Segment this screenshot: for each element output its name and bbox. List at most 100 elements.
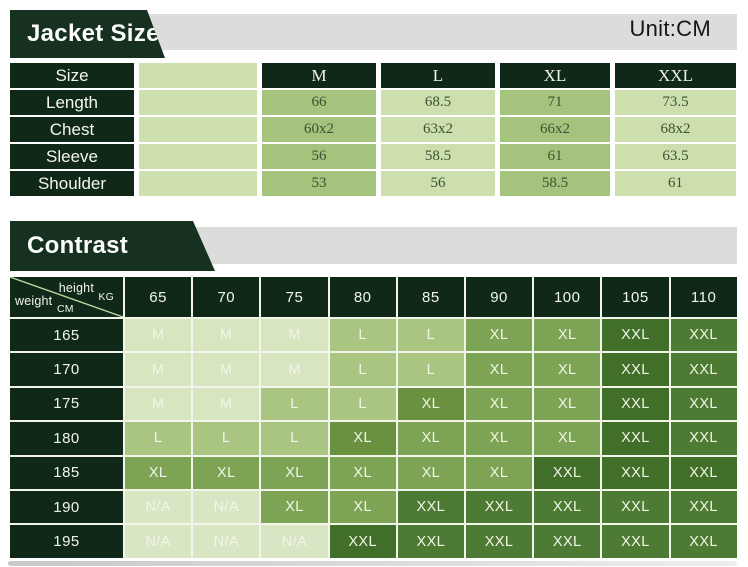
contrast-size-cell: XL (465, 319, 533, 352)
corner-cm-unit: CM (57, 303, 74, 315)
contrast-weight-header: 70 (193, 277, 260, 317)
contrast-weight-header: 110 (670, 277, 737, 317)
contrast-height-label: 175 (10, 387, 123, 421)
jacket-col-header: M (262, 63, 376, 88)
contrast-size-cell: XXL (465, 490, 533, 524)
contrast-size-cell: M (193, 387, 260, 421)
contrast-height-label: 165 (10, 319, 123, 352)
jacket-value-cell: 61 (500, 144, 610, 169)
contrast-size-cell: XL (329, 456, 396, 489)
contrast-size-cell: XL (465, 353, 533, 386)
corner-kg-unit: KG (98, 291, 114, 303)
contrast-size-cell: XXL (670, 319, 737, 352)
contrast-size-cell: XL (329, 490, 396, 524)
contrast-size-cell: XXL (602, 387, 669, 421)
contrast-size-cell: L (397, 353, 464, 386)
jacket-row-label: Shoulder (10, 171, 134, 196)
contrast-size-cell: M (125, 387, 192, 421)
contrast-size-cell: XXL (602, 319, 669, 352)
contrast-size-cell: XL (534, 319, 601, 352)
contrast-size-cell: XXL (602, 456, 669, 489)
contrast-weight-header: 75 (261, 277, 328, 317)
contrast-size-cell: L (261, 387, 328, 421)
contrast-size-cell: XXL (670, 525, 737, 558)
jacket-value-cell: 58.5 (500, 171, 610, 196)
contrast-height-label: 185 (10, 456, 123, 489)
contrast-size-cell: XXL (465, 525, 533, 558)
contrast-size-cell: XL (534, 353, 601, 386)
jacket-spacer-cell (139, 90, 257, 115)
contrast-size-cell: M (125, 319, 192, 352)
jacket-spacer-cell (139, 144, 257, 169)
contrast-size-cell: N/A (193, 525, 260, 558)
contrast-weight-header: 90 (465, 277, 533, 317)
contrast-weight-header: 105 (602, 277, 669, 317)
contrast-size-cell: L (193, 422, 260, 455)
jacket-value-cell: 68.5 (381, 90, 495, 115)
contrast-size-cell: XL (193, 456, 260, 489)
contrast-size-cell: N/A (125, 490, 192, 524)
jacket-value-cell: 58.5 (381, 144, 495, 169)
contrast-height-label: 195 (10, 525, 123, 558)
contrast-corner-cell: height KG weight CM (10, 277, 123, 317)
contrast-size-cell: XXL (397, 525, 464, 558)
contrast-size-cell: XXL (534, 490, 601, 524)
contrast-size-cell: L (329, 387, 396, 421)
contrast-size-cell: XL (329, 422, 396, 455)
contrast-size-cell: XL (397, 387, 464, 421)
jacket-value-cell: 60x2 (262, 117, 376, 142)
jacket-col-header: Size (10, 63, 134, 88)
jacket-value-cell: 53 (262, 171, 376, 196)
contrast-size-cell: XXL (397, 490, 464, 524)
jacket-title: Jacket Size (27, 20, 160, 47)
contrast-size-cell: XL (534, 422, 601, 455)
contrast-size-cell: L (261, 422, 328, 455)
jacket-value-cell: 71 (500, 90, 610, 115)
contrast-size-cell: M (261, 319, 328, 352)
contrast-size-cell: XL (125, 456, 192, 489)
jacket-size-banner: Jacket Size (10, 10, 165, 58)
contrast-size-cell: XL (534, 387, 601, 421)
contrast-size-cell: M (193, 319, 260, 352)
jacket-col-header: XXL (615, 63, 736, 88)
contrast-size-cell: L (125, 422, 192, 455)
jacket-value-cell: 63x2 (381, 117, 495, 142)
contrast-size-cell: XL (465, 456, 533, 489)
jacket-value-cell: 66x2 (500, 117, 610, 142)
jacket-row-label: Length (10, 90, 134, 115)
contrast-size-cell: N/A (125, 525, 192, 558)
jacket-spacer-cell (139, 63, 257, 88)
jacket-row-label: Sleeve (10, 144, 134, 169)
contrast-size-cell: M (125, 353, 192, 386)
contrast-size-cell: XL (261, 490, 328, 524)
contrast-size-cell: L (329, 353, 396, 386)
contrast-size-cell: XXL (670, 387, 737, 421)
contrast-size-cell: XXL (602, 490, 669, 524)
contrast-size-cell: L (329, 319, 396, 352)
contrast-size-cell: XXL (534, 456, 601, 489)
contrast-size-cell: XXL (534, 525, 601, 558)
contrast-size-cell: XXL (602, 353, 669, 386)
contrast-size-cell: XL (465, 422, 533, 455)
contrast-weight-header: 65 (125, 277, 192, 317)
jacket-size-table: Size M L XL XXL Length 66 68.5 71 73.5 Chest 60x2 63… (10, 63, 736, 196)
contrast-height-label: 190 (10, 490, 123, 524)
jacket-value-cell: 56 (262, 144, 376, 169)
contrast-size-cell: XXL (670, 456, 737, 489)
jacket-value-cell: 61 (615, 171, 736, 196)
contrast-size-cell: L (397, 319, 464, 352)
contrast-size-cell: N/A (193, 490, 260, 524)
corner-height-label: height (58, 281, 94, 295)
corner-weight-label: weight (15, 294, 53, 308)
contrast-title: Contrast (27, 232, 129, 259)
jacket-spacer-cell (139, 117, 257, 142)
contrast-size-cell: XL (261, 456, 328, 489)
jacket-col-header: XL (500, 63, 610, 88)
contrast-size-cell: N/A (261, 525, 328, 558)
contrast-size-cell: XXL (670, 422, 737, 455)
contrast-size-cell: M (193, 353, 260, 386)
contrast-weight-header: 80 (329, 277, 396, 317)
contrast-size-cell: XXL (602, 525, 669, 558)
contrast-size-cell: XXL (602, 422, 669, 455)
